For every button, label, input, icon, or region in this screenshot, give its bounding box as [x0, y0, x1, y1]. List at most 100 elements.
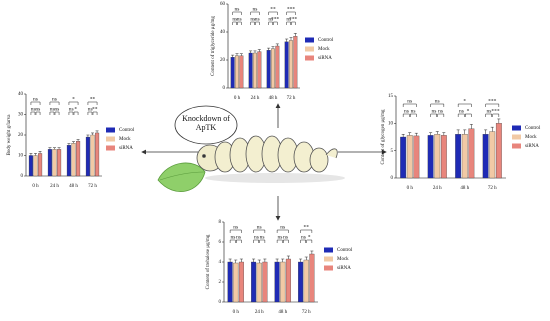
y-tick-label: 30: [18, 113, 24, 118]
sig-label: ns: [487, 108, 492, 114]
sig-bracket: [49, 111, 55, 115]
error-bar: [235, 53, 239, 56]
y-tick-label: 5: [391, 149, 394, 154]
sig-label: ns: [31, 106, 36, 112]
error-bar: [76, 139, 80, 142]
legend-swatch: [106, 127, 115, 133]
error-bar: [456, 129, 460, 135]
sig-bracket: [236, 239, 242, 243]
error-bar: [435, 131, 439, 135]
sig-label: *: [72, 96, 75, 102]
error-bar: [91, 132, 94, 135]
sig-bracket: [430, 113, 437, 117]
sig-label: *: [463, 98, 466, 104]
legend-swatch: [512, 125, 521, 131]
x-tick-label: 48 h: [278, 310, 287, 315]
bar: [289, 40, 293, 89]
sig-bracket: [73, 111, 79, 115]
center-label: Knockdown of ApTK: [182, 114, 230, 132]
legend-swatch: [324, 247, 333, 253]
sig-label: ns: [459, 108, 464, 114]
sig-bracket: [276, 239, 283, 243]
sig-label: ns: [250, 16, 255, 22]
sig-bracket: [300, 229, 313, 233]
sig-bracket: [306, 239, 313, 243]
bar: [434, 134, 441, 179]
sig-bracket: [250, 21, 255, 25]
y-tick-label: 2: [219, 280, 222, 285]
error-bar: [252, 258, 256, 262]
legend-swatch: [106, 145, 115, 151]
bar: [38, 153, 43, 177]
y-tick-label: 4: [219, 260, 222, 265]
bar: [33, 155, 38, 177]
bar: [71, 143, 76, 177]
legend-label: siRNA: [318, 56, 332, 61]
error-bar: [267, 47, 271, 51]
bar: [440, 135, 447, 179]
bar: [406, 135, 413, 179]
error-bar: [239, 258, 243, 262]
bar: [230, 57, 235, 89]
error-bar: [289, 37, 293, 41]
error-bar: [463, 129, 467, 135]
y-tick-label: 20: [220, 58, 226, 63]
bar: [427, 135, 434, 179]
sig-bracket: [276, 229, 289, 233]
sig-label: ns: [268, 16, 273, 22]
sig-label: ns: [286, 16, 291, 22]
x-tick-label: 0 h: [233, 310, 240, 315]
sig-bracket: [485, 103, 500, 107]
sig-label: ns: [253, 6, 258, 12]
sig-label: ns: [54, 106, 59, 112]
bar: [271, 48, 275, 89]
sig-label: *: [74, 106, 77, 112]
sig-label: ns: [33, 96, 38, 102]
error-bar: [304, 256, 308, 260]
sig-bracket: [410, 113, 417, 117]
sig-label: ns: [52, 96, 57, 102]
sig-bracket: [273, 21, 278, 25]
sig-bracket: [87, 101, 98, 105]
error-bar: [275, 258, 279, 262]
bar: [257, 51, 262, 89]
bar: [85, 136, 90, 177]
y-axis-label: Body weight g/larva: [7, 114, 12, 156]
y-tick-label: 0: [219, 300, 222, 305]
sig-bracket: [437, 113, 445, 117]
bar: [413, 135, 420, 179]
error-bar: [86, 134, 90, 138]
sig-bracket: [402, 113, 410, 117]
bar: [293, 36, 298, 89]
x-tick-label: 24 h: [50, 184, 59, 189]
error-bar: [281, 258, 285, 262]
error-bar: [239, 53, 243, 56]
sig-bracket: [35, 111, 41, 115]
error-bar: [285, 38, 289, 42]
y-tick-label: 60: [220, 2, 226, 7]
bar: [233, 262, 239, 303]
y-tick-label: 0: [21, 174, 24, 179]
sig-bracket: [291, 21, 296, 25]
bar: [253, 52, 257, 89]
sig-bracket: [457, 113, 465, 117]
sig-bracket: [232, 11, 242, 15]
sig-label: ns: [255, 16, 260, 22]
error-bar: [34, 153, 37, 156]
bar: [309, 253, 315, 303]
x-tick-label: 48 h: [69, 184, 78, 189]
sig-label: ns: [280, 224, 285, 230]
bar: [238, 261, 244, 303]
sig-bracket: [253, 239, 259, 243]
x-tick-label: 24 h: [255, 310, 264, 315]
error-bar: [310, 250, 314, 254]
bar: [52, 149, 57, 177]
legend-swatch: [324, 256, 333, 262]
sig-label: **: [92, 106, 98, 112]
legend-label: Control: [525, 126, 541, 131]
bar: [285, 258, 291, 303]
bar-chart: 0 20 40 60 Content of triglyceride μg/mg 0 h n…: [211, 2, 334, 101]
sig-label: ns: [435, 98, 440, 104]
